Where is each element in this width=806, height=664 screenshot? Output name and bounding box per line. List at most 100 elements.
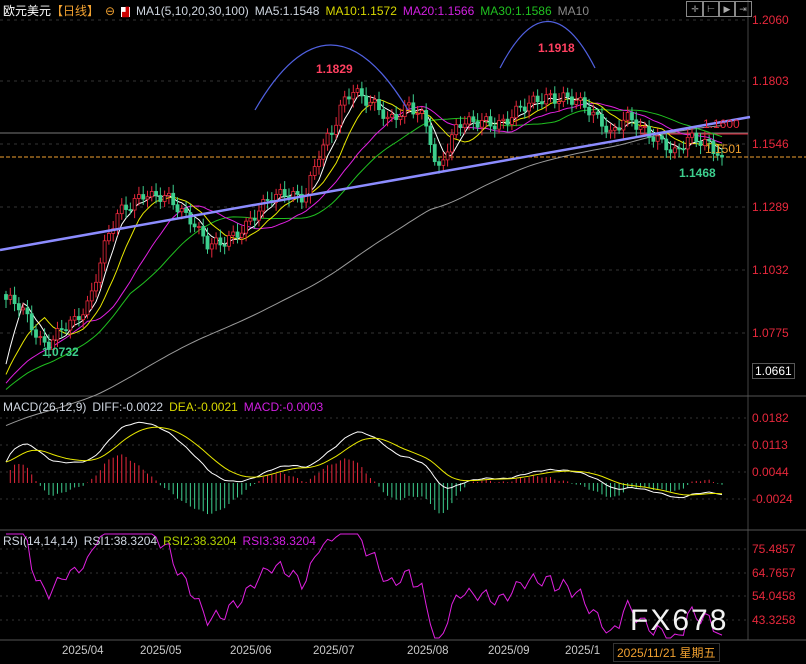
candle-body [582, 97, 587, 108]
candle-body [600, 113, 604, 127]
candle-body [690, 132, 694, 138]
ma5-value: MA5:1.1548 [254, 4, 320, 18]
candle-body [184, 208, 188, 213]
candle-body [351, 92, 356, 100]
candle-body [531, 95, 536, 104]
candle-body [175, 204, 180, 213]
rsi-name[interactable]: RSI(14,14,14) [3, 534, 78, 548]
candle-body [548, 93, 553, 96]
candle-body [167, 192, 171, 196]
date-tick: 2025/08 [407, 645, 449, 657]
candle-body [647, 126, 652, 138]
candle-body [201, 226, 206, 237]
candle-body [347, 96, 351, 100]
candle-body [514, 105, 519, 119]
watermark: FX678 [630, 604, 729, 637]
zoom-range-icon[interactable]: ⊢ [702, 1, 720, 17]
candle-body [484, 116, 489, 121]
candle-body [480, 119, 484, 128]
candle-body [342, 96, 347, 106]
candle-body [308, 175, 313, 196]
candle-body [501, 118, 506, 122]
candle-body [115, 213, 120, 230]
crosshair-icon[interactable]: ✛ [686, 1, 704, 17]
candle-body [449, 134, 454, 153]
ma20-value: MA20:1.1566 [402, 4, 475, 18]
candle-body [76, 316, 81, 321]
symbol-name: 欧元美元 [3, 4, 52, 18]
ma-indicator-name[interactable]: MA1(5,10,20,30,100) [136, 4, 249, 18]
candle-body [488, 116, 493, 127]
ma10-line [5, 98, 723, 375]
candle-body [64, 329, 68, 332]
ma30-line [5, 109, 723, 390]
candle-body [137, 194, 141, 199]
play-icon[interactable]: ▶ [718, 1, 736, 17]
dea-line [5, 426, 723, 496]
candle-body [677, 147, 682, 150]
candle-body [68, 319, 73, 331]
candle-body [46, 341, 51, 350]
candle-body [102, 240, 107, 264]
candle-body [299, 193, 304, 203]
candle-body [574, 99, 579, 105]
candle-body [625, 112, 630, 121]
candle-body [707, 139, 712, 142]
candle-body [171, 192, 176, 206]
candle-body [218, 237, 223, 246]
ma100-line [5, 125, 723, 427]
head-arc [499, 20, 596, 69]
candle-body [235, 231, 240, 238]
candle-body [462, 123, 467, 129]
candle-body [42, 336, 47, 343]
candle-body [428, 125, 433, 145]
rsi2-value: RSI2:38.3204 [163, 534, 237, 548]
candle-body [98, 262, 103, 283]
candle-body [85, 300, 90, 316]
candle-body [359, 88, 364, 97]
date-tick: 2025/09 [488, 645, 530, 657]
candle-body [317, 158, 321, 167]
macd-tick: 0.0113 [752, 438, 788, 452]
candle-body [209, 243, 214, 250]
candle-body [587, 106, 591, 116]
candle-body [634, 119, 639, 130]
candle-body [55, 328, 60, 341]
candle-body [608, 129, 613, 133]
candle-body [505, 118, 510, 125]
candle-body [278, 189, 283, 195]
candle-body [128, 209, 133, 211]
candle-body [261, 199, 266, 212]
candle-body [424, 110, 429, 127]
candle-body [295, 191, 300, 195]
candle-body [638, 126, 643, 130]
level-label: 1.1501 [705, 142, 742, 156]
diff-value: DIFF:-0.0022 [92, 400, 164, 414]
price-tick: 1.1546 [752, 137, 789, 151]
macd-name[interactable]: MACD(26,12,9) [3, 400, 87, 414]
candle-body [149, 191, 154, 198]
current-price-tag: 1.0661 [752, 363, 795, 379]
macd-tick: 0.0182 [752, 411, 789, 425]
high-annotation: 1.1829 [316, 62, 353, 76]
candle-body [38, 336, 43, 339]
candle-body [664, 138, 669, 151]
candle-body [432, 144, 437, 163]
candle-body [372, 99, 377, 103]
candle-body [441, 159, 446, 166]
candle-body [154, 191, 158, 196]
candle-body [415, 113, 420, 115]
candle-body [192, 223, 197, 228]
candle-body [518, 105, 523, 108]
candle-body [222, 244, 227, 247]
date-tick: 2025/07 [313, 645, 355, 657]
candle-body [419, 110, 424, 114]
indicator-icon[interactable]: ▟ [121, 7, 131, 17]
candle-body [244, 220, 248, 234]
settings-icon[interactable]: ⊖ [105, 4, 116, 18]
end-icon[interactable]: ⇥ [734, 1, 752, 17]
period-label[interactable]: 【日线】 [51, 4, 100, 18]
candle-body [660, 135, 664, 140]
